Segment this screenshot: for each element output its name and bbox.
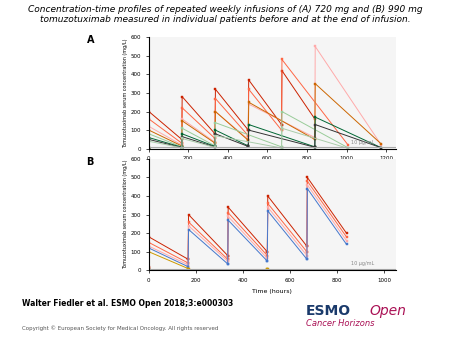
Text: B: B	[86, 156, 94, 167]
Text: A: A	[86, 35, 94, 45]
Text: Cancer Horizons: Cancer Horizons	[306, 319, 374, 329]
Y-axis label: Tomuzotuximab serum concentration (mg/L): Tomuzotuximab serum concentration (mg/L)	[122, 160, 128, 269]
Text: ESMO: ESMO	[306, 304, 351, 318]
Text: Open: Open	[369, 304, 406, 318]
Text: tomuzotuximab measured in individual patients before and at the end of infusion.: tomuzotuximab measured in individual pat…	[40, 15, 410, 24]
X-axis label: Time (hours): Time (hours)	[252, 289, 292, 294]
Text: Copyright © European Society for Medical Oncology. All rights reserved: Copyright © European Society for Medical…	[22, 325, 219, 331]
Y-axis label: Tomuzotuximab serum concentration (mg/L): Tomuzotuximab serum concentration (mg/L)	[122, 38, 128, 148]
Text: Walter Fiedler et al. ESMO Open 2018;3:e000303: Walter Fiedler et al. ESMO Open 2018;3:e…	[22, 299, 234, 308]
Text: Concentration-time profiles of repeated weekly infusions of (A) 720 mg and (B) 9: Concentration-time profiles of repeated …	[28, 5, 422, 14]
Text: 10 μg/mL: 10 μg/mL	[351, 261, 375, 266]
Text: 10 μg/mL: 10 μg/mL	[351, 140, 375, 145]
